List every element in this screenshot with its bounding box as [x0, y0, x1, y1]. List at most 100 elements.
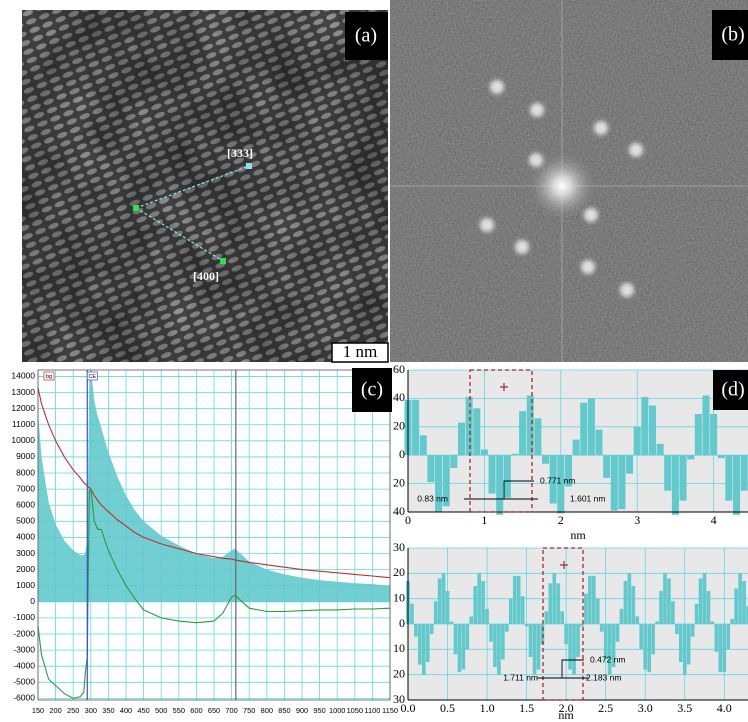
bar: [659, 591, 663, 624]
bar: [418, 624, 422, 665]
bar: [496, 455, 504, 515]
bar: [433, 601, 438, 624]
center-mark: [500, 383, 508, 391]
bar: [603, 624, 608, 660]
bar: [497, 624, 501, 675]
x-tick-label: 1050: [347, 706, 363, 715]
x-tick-label: 250: [67, 706, 79, 715]
x-tick-label: 1.0: [480, 701, 495, 715]
y-tick-label: 9000: [16, 451, 35, 461]
x-tick-label: 4.0: [717, 701, 732, 715]
panel-label-box: [352, 368, 392, 412]
direction-line: [135, 165, 250, 209]
bar: [607, 624, 612, 675]
bar: [678, 624, 683, 662]
bar: [655, 621, 659, 624]
bar: [587, 398, 595, 456]
bar: [718, 624, 723, 673]
bar: [584, 593, 588, 624]
selection-box: [469, 369, 533, 513]
plot-border: [37, 369, 391, 701]
bar: [519, 411, 527, 456]
direction-label: [400]: [193, 269, 219, 283]
y-tick-label: 1000: [16, 580, 35, 590]
direction-line: [135, 207, 224, 262]
bar: [633, 426, 641, 456]
bar: [618, 455, 626, 510]
spectrum-line: [37, 487, 391, 699]
bar: [469, 616, 474, 624]
measure-bracket: [464, 480, 538, 500]
bar: [481, 580, 485, 624]
bar: [520, 596, 525, 624]
panel-label-box: [713, 370, 748, 410]
bar: [714, 624, 719, 652]
bar: [421, 624, 426, 675]
y-tick-label: 10000: [11, 435, 35, 445]
bar: [557, 455, 565, 514]
y-tick-label: 20: [393, 666, 405, 680]
panel-b: (b): [390, 0, 748, 362]
bar: [544, 611, 549, 624]
x-tick-label: 1000: [329, 706, 345, 715]
bar: [445, 591, 450, 624]
bar: [501, 624, 505, 660]
bar: [512, 575, 517, 624]
selection-box: [542, 547, 584, 701]
scale-bar-box: [331, 342, 389, 363]
x-tick-label: 1: [481, 513, 487, 527]
x-tick-label: 1150: [382, 706, 398, 715]
y-tick-label: 2000: [16, 564, 35, 574]
y-tick-label: 30: [393, 540, 405, 554]
bar: [610, 455, 618, 511]
bar: [615, 624, 620, 642]
y-tick-label: -3000: [13, 644, 35, 654]
x-tick-label: 0.5: [440, 701, 455, 715]
x-tick-label: 0: [405, 513, 411, 527]
bar: [485, 608, 489, 624]
bar: [619, 608, 624, 624]
bar: [626, 455, 634, 474]
x-axis-label: nm: [570, 528, 586, 542]
bar: [746, 606, 748, 624]
bar: [643, 624, 648, 670]
bar: [702, 573, 707, 624]
bar: [556, 583, 561, 624]
x-tick-label: 2.5: [598, 701, 613, 715]
x-tick-label: 4: [711, 513, 717, 527]
panel-label: (d): [721, 379, 744, 401]
panel-label: (c): [361, 379, 383, 401]
bar: [710, 414, 718, 456]
measure-label: 0.472 nm: [590, 654, 625, 664]
direction-label: [333]: [227, 146, 253, 160]
x-tick-label: 200: [49, 706, 61, 715]
bar: [516, 575, 521, 624]
bar: [595, 429, 603, 456]
x-tick-label: 700: [225, 706, 237, 715]
bar: [694, 603, 699, 624]
y-tick-label: 20: [393, 475, 405, 489]
bar: [725, 455, 733, 501]
y-tick-label: 60: [393, 362, 405, 376]
panel-label: (b): [721, 24, 744, 46]
bar: [591, 575, 596, 624]
bar: [682, 624, 687, 675]
bar: [580, 624, 584, 627]
bar: [419, 435, 427, 456]
bar: [488, 455, 496, 494]
bar: [580, 402, 588, 456]
panel-label: (a): [355, 25, 377, 47]
bar: [505, 624, 509, 632]
y-tick-label: 14000: [11, 371, 35, 381]
y-tick-label: 8000: [16, 467, 35, 477]
measure-label: 0.771 nm: [540, 475, 575, 485]
x-tick-label: 300: [85, 706, 97, 715]
bar: [627, 573, 632, 624]
bar: [639, 624, 644, 650]
bar: [564, 624, 568, 645]
x-tick-label: 350: [102, 706, 114, 715]
bar: [599, 624, 604, 632]
bar: [675, 624, 679, 635]
bar: [453, 624, 458, 655]
bar: [656, 443, 664, 456]
